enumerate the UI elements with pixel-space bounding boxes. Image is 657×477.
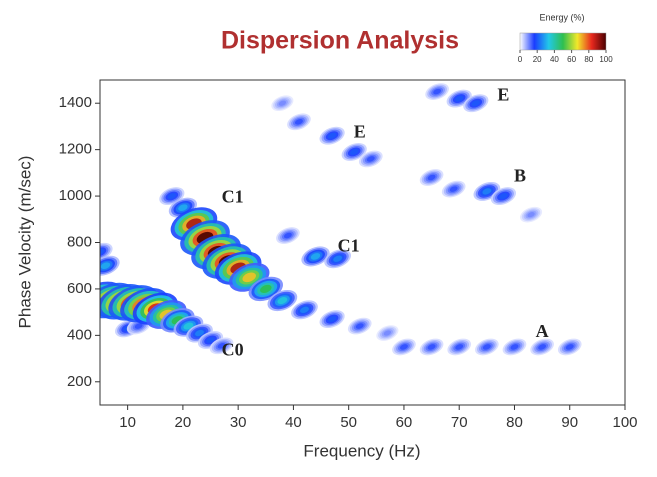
annotation: A xyxy=(536,321,549,341)
annotation: B xyxy=(514,166,526,186)
energy-contour xyxy=(327,316,337,323)
energy-contour xyxy=(100,248,105,255)
y-tick-label: 1400 xyxy=(59,94,92,111)
energy-contour xyxy=(100,262,111,270)
energy-contour xyxy=(471,100,480,107)
energy-contour xyxy=(206,337,215,343)
energy-contour xyxy=(327,132,337,139)
energy-contour xyxy=(167,193,177,200)
energy-contour xyxy=(482,344,491,350)
y-axis-label: Phase Velocity (m/sec) xyxy=(15,156,34,329)
energy-contour xyxy=(538,344,547,350)
x-tick-label: 90 xyxy=(561,414,578,431)
annotation: C1 xyxy=(222,187,244,207)
energy-contour xyxy=(499,193,508,200)
energy-contour xyxy=(333,255,343,262)
energy-contour xyxy=(427,344,436,350)
x-tick-label: 80 xyxy=(506,414,523,431)
y-tick-label: 1000 xyxy=(59,187,92,204)
annotation: E xyxy=(497,84,509,104)
energy-contour xyxy=(400,344,408,350)
energy-contour xyxy=(482,188,492,195)
colorbar-tick-label: 0 xyxy=(518,55,523,64)
energy-contour xyxy=(449,186,458,192)
chart-title: Dispersion Analysis xyxy=(221,27,459,55)
energy-contour xyxy=(565,344,574,350)
energy-contour xyxy=(278,100,287,106)
energy-contour xyxy=(510,344,519,350)
energy-contour xyxy=(217,343,226,349)
energy-contour xyxy=(355,323,364,329)
energy-field xyxy=(100,83,582,356)
annotation: C0 xyxy=(222,340,244,360)
energy-contour xyxy=(455,344,464,350)
energy-contour xyxy=(350,148,359,155)
x-axis-label: Frequency (Hz) xyxy=(303,441,420,460)
colorbar-tick-label: 40 xyxy=(550,55,559,64)
x-tick-label: 60 xyxy=(396,414,413,431)
y-tick-label: 400 xyxy=(67,326,92,343)
energy-contour xyxy=(283,232,292,239)
energy-contour xyxy=(310,253,321,260)
annotation: E xyxy=(354,122,366,142)
y-tick-label: 600 xyxy=(67,280,92,297)
x-tick-label: 40 xyxy=(285,414,302,431)
energy-contour xyxy=(383,330,392,336)
x-tick-label: 50 xyxy=(340,414,357,431)
y-tick-label: 200 xyxy=(67,373,92,390)
x-tick-label: 30 xyxy=(230,414,247,431)
x-tick-label: 20 xyxy=(175,414,192,431)
colorbar-tick-label: 100 xyxy=(599,55,613,64)
x-tick-label: 10 xyxy=(119,414,136,431)
energy-contour xyxy=(366,156,375,162)
colorbar-tick-label: 20 xyxy=(533,55,542,64)
annotation: C1 xyxy=(338,235,360,255)
y-tick-label: 1200 xyxy=(59,141,92,158)
energy-contour xyxy=(455,95,464,102)
colorbar-label: Energy (%) xyxy=(539,12,584,22)
energy-contour xyxy=(277,297,288,305)
energy-contour xyxy=(427,174,436,181)
x-tick-label: 100 xyxy=(612,414,637,431)
energy-contour xyxy=(433,88,442,95)
colorbar-tick-label: 60 xyxy=(567,55,576,64)
energy-contour xyxy=(178,204,188,212)
x-tick-label: 70 xyxy=(451,414,468,431)
energy-contour xyxy=(134,323,143,329)
energy-contour xyxy=(183,322,194,330)
y-tick-label: 800 xyxy=(67,233,92,250)
energy-contour xyxy=(295,118,303,125)
energy-contour xyxy=(260,284,272,294)
energy-contour xyxy=(242,272,256,283)
colorbar xyxy=(519,32,607,51)
colorbar-tick-label: 80 xyxy=(584,55,593,64)
energy-contour xyxy=(195,329,204,337)
energy-contour xyxy=(300,306,309,313)
energy-contour xyxy=(527,212,535,218)
